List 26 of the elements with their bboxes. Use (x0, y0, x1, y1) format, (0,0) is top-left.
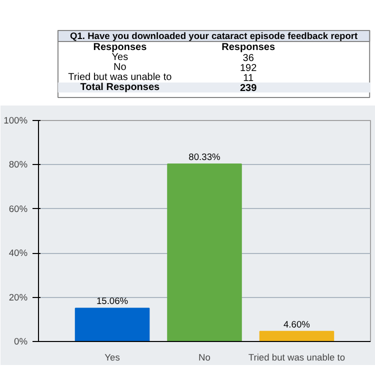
chart-title: Q1. Have you downloaded your cataract episode feedback report (70, 31, 358, 41)
data-label: 80.33% (188, 152, 220, 162)
y-tick-label: 80% (8, 160, 28, 170)
x-tick-label: No (198, 352, 210, 362)
text: 239 (240, 83, 258, 94)
data-label: 15.06% (96, 296, 128, 306)
bar (259, 330, 334, 342)
text: 11 (243, 73, 254, 84)
text: Tried but was unable to (68, 72, 172, 83)
text: Responses (93, 42, 148, 53)
text: Responses (222, 42, 276, 53)
text: Yes (112, 52, 128, 63)
text: No (114, 62, 127, 73)
text: Total Responses (80, 82, 160, 93)
bar (167, 163, 242, 342)
y-tick-label: 20% (8, 292, 28, 302)
x-tick-label: Tried but was unable to (248, 352, 346, 362)
text: 36 (242, 53, 254, 64)
y-tick-label: 60% (8, 204, 28, 214)
bar (74, 308, 150, 342)
y-tick-label: 40% (8, 248, 28, 258)
data-label: 4.60% (283, 319, 310, 330)
y-tick-label: 0% (14, 336, 28, 346)
x-tick-label: Yes (104, 352, 120, 362)
y-tick-label: 100% (4, 116, 28, 126)
text: 192 (240, 63, 258, 74)
